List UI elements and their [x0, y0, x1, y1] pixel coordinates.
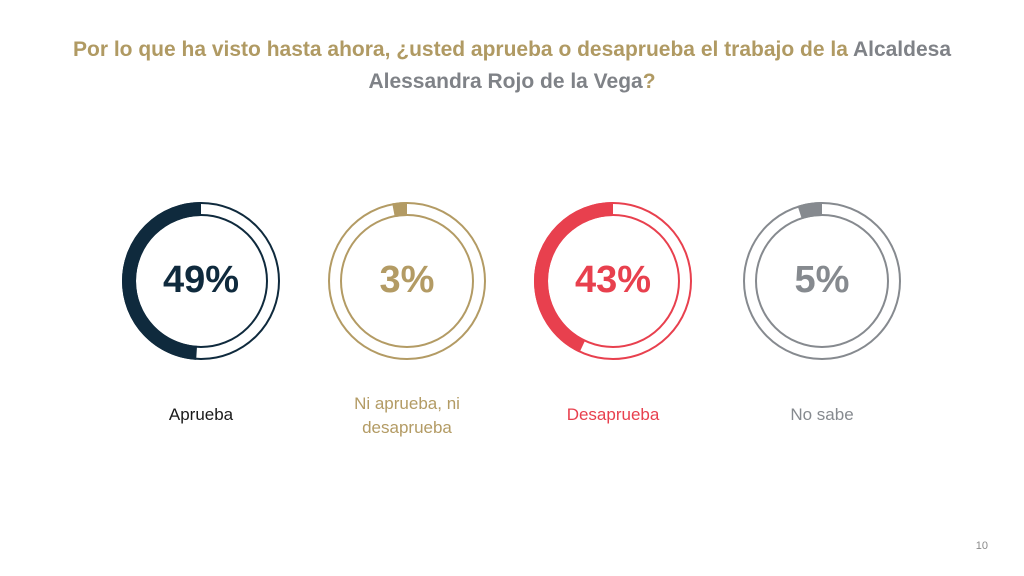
- donut-arc-aprueba: [122, 202, 280, 360]
- donut-arc-desaprueba: [534, 202, 692, 360]
- title-end: ?: [642, 70, 656, 93]
- chart-title: Por lo que ha visto hasta ahora, ¿usted …: [60, 34, 964, 98]
- value-label-desaprueba: 43%: [574, 259, 652, 301]
- category-label-aprueba: Aprueba: [168, 405, 234, 424]
- value-label-ni-aprueba: 3%: [379, 259, 435, 301]
- page-number: 10: [975, 540, 988, 552]
- donut-arc-ni-aprueba: [328, 202, 486, 360]
- donut-no-sabe: [743, 202, 901, 360]
- donut-desaprueba: [534, 202, 692, 360]
- category-label-no-sabe: No sabe: [790, 405, 854, 424]
- value-label-aprueba: 49%: [162, 259, 240, 301]
- title-highlight: Alcaldesa Alessandra Rojo de la Vega: [368, 38, 951, 93]
- category-label-desaprueba: Desaprueba: [566, 405, 660, 424]
- category-label-ni-aprueba: Ni aprueba, ni desaprueba: [354, 394, 460, 437]
- title-text: Por lo que ha visto hasta ahora, ¿usted …: [73, 38, 848, 61]
- donut-arc-no-sabe: [743, 202, 901, 360]
- donut-aprueba: [122, 202, 280, 360]
- value-label-no-sabe: 5%: [794, 259, 850, 301]
- donut-ni-aprueba: [328, 202, 486, 360]
